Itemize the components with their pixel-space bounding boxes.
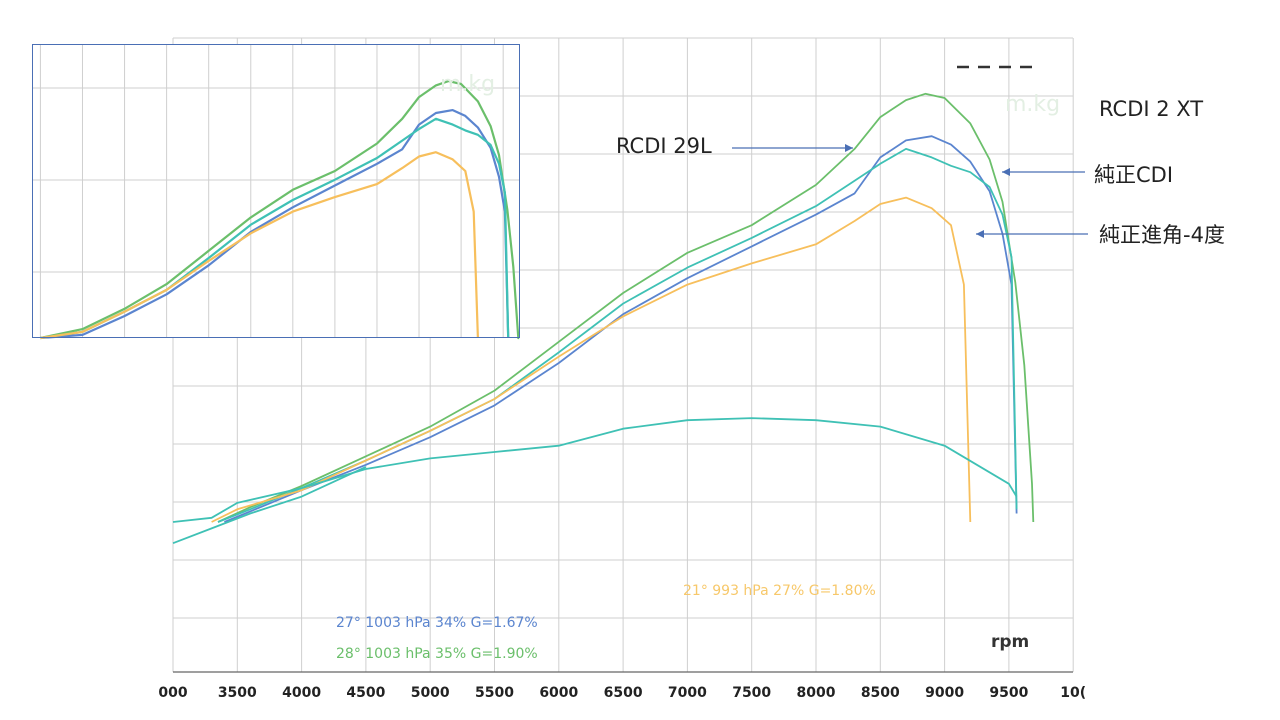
series-line — [211, 196, 972, 523]
callout-rcdi-2xt: RCDI 2 XT — [1099, 97, 1204, 121]
x-tick-label: 5500 — [475, 685, 514, 701]
x-axis-ticks: 000 3500 4000 4500 5000 5500 6000 6500 7000 7500 8… — [158, 685, 1086, 701]
condition-orange: 21° 993 hPa 27% G=1.80% — [683, 583, 876, 599]
callout-stock-cdi: 純正CDI — [1094, 163, 1174, 187]
condition-green: 28° 1003 hPa 35% G=1.90% — [336, 646, 538, 662]
x-tick-label: 7000 — [668, 685, 707, 701]
inset-zoom — [32, 44, 520, 340]
x-tick-label: 6000 — [539, 685, 578, 701]
x-tick-label: 6500 — [604, 685, 643, 701]
x-tick-label: 8000 — [797, 685, 836, 701]
callout-stock-minus4: 純正進角-4度 — [1099, 223, 1225, 247]
inset-series-line — [40, 108, 510, 340]
callout-rcdi-29l: RCDI 29L — [616, 134, 712, 158]
x-tick-label: 9500 — [989, 685, 1028, 701]
x-tick-label: 7500 — [732, 685, 771, 701]
arrow-head — [1002, 168, 1010, 176]
x-tick-label: 10( — [1060, 685, 1086, 701]
x-tick-label: 3500 — [218, 685, 257, 701]
callout-arrows — [732, 144, 1088, 238]
inset-ghost-unit-label: m.kg — [440, 72, 496, 97]
condition-blue: 27° 1003 hPa 34% G=1.67% — [336, 615, 538, 631]
x-tick-label: 000 — [158, 685, 187, 701]
arrow-head — [845, 144, 853, 152]
series-line — [172, 417, 1018, 523]
rpm-axis-label: rpm — [991, 632, 1030, 652]
x-tick-label: 4000 — [282, 685, 321, 701]
x-tick-label: 8500 — [861, 685, 900, 701]
inset-background — [32, 44, 520, 338]
series-line — [172, 466, 367, 545]
x-tick-label: 9000 — [925, 685, 964, 701]
chart-series — [172, 92, 1035, 545]
x-tick-label: 5000 — [411, 685, 450, 701]
ghost-unit-label: m.kg — [1005, 92, 1061, 117]
series-line — [217, 92, 1035, 523]
inset-series-line — [40, 151, 479, 340]
arrow-head — [976, 230, 984, 238]
x-tick-label: 4500 — [346, 685, 385, 701]
